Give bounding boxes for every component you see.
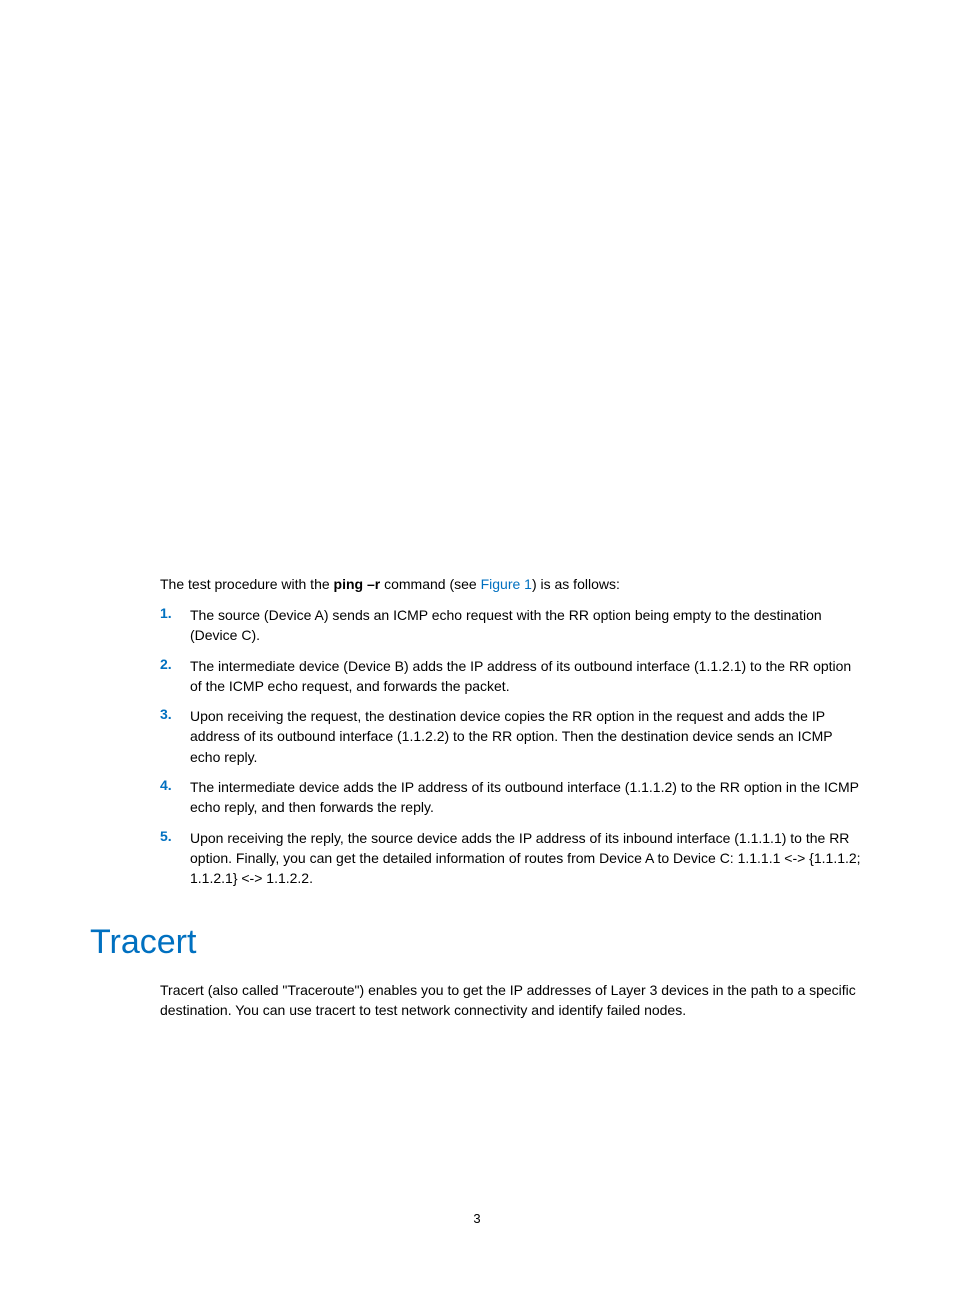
figure-link[interactable]: Figure 1 (481, 576, 532, 592)
intro-paragraph: The test procedure with the ping –r comm… (160, 574, 864, 595)
page-number: 3 (0, 1211, 954, 1226)
step-number: 4. (160, 777, 190, 793)
step-number: 1. (160, 605, 190, 621)
step-number: 5. (160, 828, 190, 844)
intro-prefix: The test procedure with the (160, 576, 334, 592)
step-item: 4. The intermediate device adds the IP a… (160, 777, 864, 818)
content-block: The test procedure with the ping –r comm… (160, 574, 864, 1020)
step-number: 2. (160, 656, 190, 672)
step-text: The intermediate device adds the IP addr… (190, 777, 864, 818)
intro-bold-command: ping –r (334, 576, 381, 592)
intro-suffix: ) is as follows: (532, 576, 620, 592)
step-number: 3. (160, 706, 190, 722)
step-item: 3. Upon receiving the request, the desti… (160, 706, 864, 767)
step-item: 2. The intermediate device (Device B) ad… (160, 656, 864, 697)
step-text: The intermediate device (Device B) adds … (190, 656, 864, 697)
tracert-paragraph: Tracert (also called "Traceroute") enabl… (160, 980, 864, 1021)
document-page: The test procedure with the ping –r comm… (0, 0, 954, 1296)
step-text: Upon receiving the request, the destinat… (190, 706, 864, 767)
intro-mid: command (see (380, 576, 480, 592)
procedure-list: 1. The source (Device A) sends an ICMP e… (160, 605, 864, 889)
step-text: Upon receiving the reply, the source dev… (190, 828, 864, 889)
step-item: 1. The source (Device A) sends an ICMP e… (160, 605, 864, 646)
section-heading-tracert: Tracert (90, 923, 864, 962)
step-text: The source (Device A) sends an ICMP echo… (190, 605, 864, 646)
step-item: 5. Upon receiving the reply, the source … (160, 828, 864, 889)
